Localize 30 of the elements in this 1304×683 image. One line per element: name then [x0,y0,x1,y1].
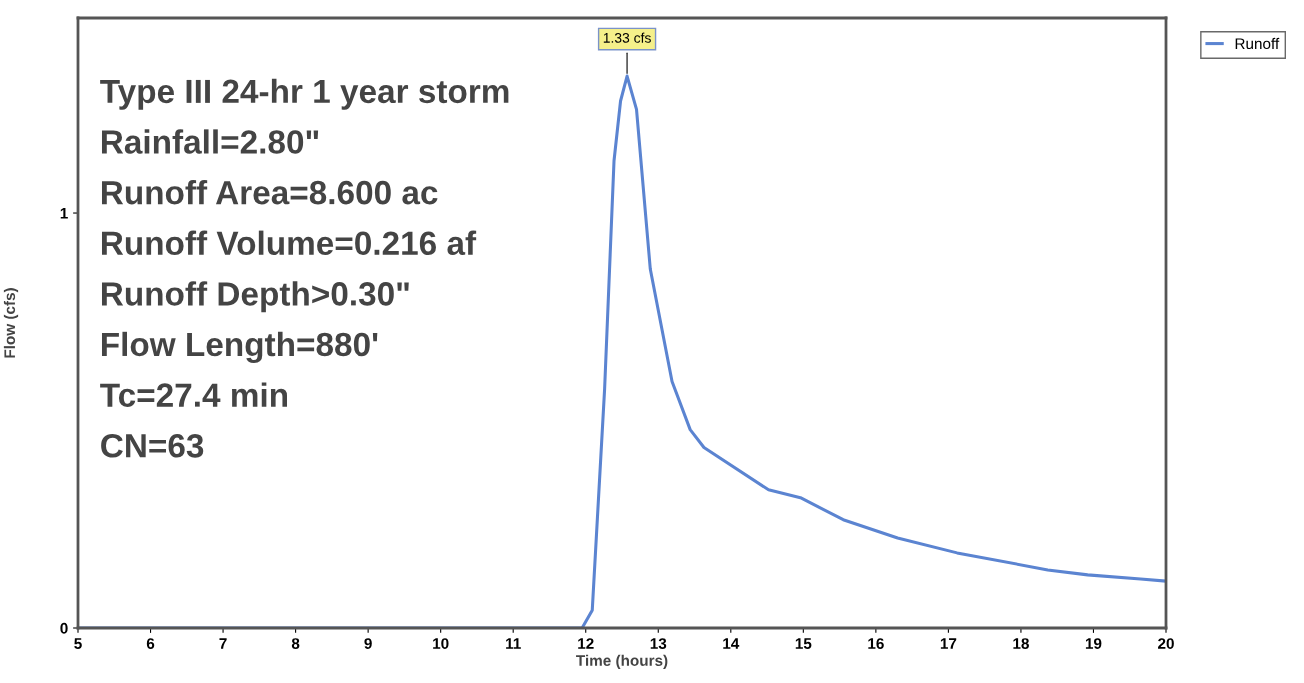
x-tick-label: 13 [650,638,667,649]
annotation: Tc=27.4 min [100,382,287,407]
x-axis-title: Time (hours) [576,654,668,669]
x-tick-label: 17 [940,638,957,649]
x-tick-label: 19 [1085,638,1102,649]
annotation: Runoff Volume=0.216 af [101,230,477,256]
y-tick-label: 1 [60,208,68,219]
y-axis-title: Flow (cfs) [3,288,19,358]
x-tick-label: 6 [146,638,155,649]
x-tick-label: 5 [74,638,82,649]
annotation: Runoff Area=8.600 ac [101,179,438,205]
x-tick-label: 20 [1158,638,1174,649]
x-tick-label: 9 [364,638,372,649]
annotation: CN=63 [101,434,204,458]
annotation: Flow Length=880' [101,331,378,364]
y-tick-label: 0 [60,622,68,634]
annotation: 1.33 cfs [603,32,651,43]
annotation: Rainfall=2.80" [101,129,319,154]
x-tick-label: 16 [868,638,884,649]
x-tick-label: 11 [506,638,521,649]
x-tick-label: 10 [433,638,449,649]
x-tick-label: 7 [219,638,227,649]
annotation: Type III 24-hr 1 year storm [100,78,509,110]
x-tick-label: 14 [723,638,740,649]
x-tick-label: 12 [578,638,594,649]
legend-label: Runoff [1235,37,1280,50]
annotation: Runoff Depth>0.30" [101,281,409,313]
x-tick-label: 15 [795,638,812,649]
x-tick-label: 8 [291,638,300,649]
x-tick-label: 18 [1013,638,1029,649]
